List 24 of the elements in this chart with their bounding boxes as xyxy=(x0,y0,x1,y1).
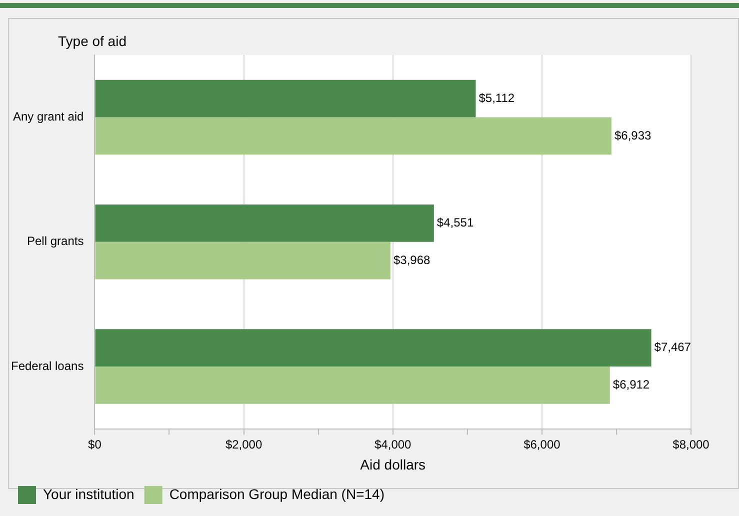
x-tick-label: $4,000 xyxy=(374,437,412,452)
y-axis-title: Type of aid xyxy=(58,33,126,49)
x-tick-label: $0 xyxy=(88,437,102,452)
x-tick-label: $2,000 xyxy=(225,437,262,452)
legend-label: Your institution xyxy=(43,486,134,502)
x-tick-label: $8,000 xyxy=(672,437,710,452)
data-label: $6,933 xyxy=(614,128,652,142)
y-tick-label: Pell grants xyxy=(27,234,84,248)
y-tick-label: Any grant aid xyxy=(12,110,84,124)
bar xyxy=(95,117,612,155)
bar xyxy=(95,80,476,118)
bar xyxy=(95,366,610,404)
data-label: $6,912 xyxy=(612,378,650,392)
data-label: $7,467 xyxy=(654,340,692,354)
y-tick-label: Federal loans xyxy=(10,358,84,373)
bar xyxy=(95,329,652,366)
data-label: $5,112 xyxy=(478,90,515,105)
x-tick-label: $6,000 xyxy=(524,437,561,452)
bar xyxy=(95,204,434,242)
bar xyxy=(95,242,390,280)
data-label: $3,968 xyxy=(393,252,430,267)
data-label: $4,551 xyxy=(436,216,474,230)
x-axis-title: Aid dollars xyxy=(360,456,426,472)
legend-label: Comparison Group Median (N=14) xyxy=(169,486,384,502)
